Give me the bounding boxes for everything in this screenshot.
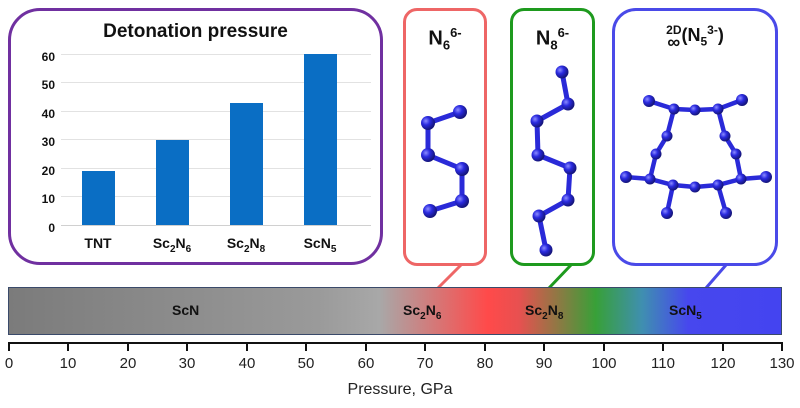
gridline: [61, 139, 371, 140]
category-scn5: ScN5: [303, 235, 337, 255]
phase-stability-bar: [8, 287, 782, 335]
n8-structure-panel: N86-: [510, 8, 595, 266]
y-tick-30: 30: [41, 135, 55, 149]
phase-label-scn: ScN: [172, 302, 200, 318]
bar-sc2n6: [156, 140, 189, 225]
x-axis-baseline: [61, 225, 371, 226]
axis-tick: [722, 343, 724, 351]
axis-tick: [365, 343, 367, 351]
n6-structure-panel: N66-: [403, 8, 487, 266]
axis-tick-label: 90: [535, 355, 553, 372]
n8-callout-tail: [547, 263, 573, 290]
n5-network-panel: 2D ∞ (N53-): [612, 8, 778, 266]
chart-title: Detonation pressure: [103, 21, 288, 42]
axis-tick-label: 130: [769, 355, 795, 372]
phase-label-sc2n8: Sc2N8: [525, 302, 564, 322]
y-tick-60: 60: [41, 50, 55, 64]
phase-label-sc2n6: Sc2N6: [403, 302, 442, 322]
axis-tick: [67, 343, 69, 351]
n5-atoms: [620, 94, 772, 219]
axis-tick: [305, 343, 307, 351]
y-tick-20: 20: [41, 164, 55, 178]
axis-tick-label: 80: [476, 355, 494, 372]
axis-tick: [8, 343, 10, 351]
axis-tick-label: 10: [59, 355, 77, 372]
axis-tick: [543, 343, 545, 351]
n5-label: 2D ∞ (N53-): [666, 23, 724, 53]
bar-scn5: [304, 54, 337, 225]
axis-tick: [603, 343, 605, 351]
bar-tnt: [82, 171, 115, 225]
n8-atoms: [530, 65, 577, 257]
axis-tick-label: 70: [416, 355, 434, 372]
category-sc2n6: Sc2N6: [152, 235, 192, 255]
pressure-axis-line: [8, 342, 783, 344]
axis-tick-label: 100: [591, 355, 617, 372]
axis-tick: [127, 343, 129, 351]
detonation-pressure-chart-panel: Detonation pressure 60 50 40 30 20 10 0 …: [8, 8, 383, 265]
gridline: [61, 111, 371, 112]
axis-tick-label: 20: [119, 355, 137, 372]
n6-atoms: [421, 105, 469, 218]
n5-network-icon: [625, 97, 767, 214]
n8-label: N86-: [535, 25, 570, 53]
n6-callout-tail: [436, 263, 463, 290]
n6-label: N66-: [428, 25, 462, 53]
axis-tick: [186, 343, 188, 351]
gridline: [61, 168, 371, 169]
axis-tick-label: 120: [710, 355, 736, 372]
axis-tick-label: 40: [238, 355, 256, 372]
axis-tick: [484, 343, 486, 351]
y-tick-0: 0: [48, 221, 55, 235]
y-tick-40: 40: [41, 107, 55, 121]
y-tick-50: 50: [41, 78, 55, 92]
category-sc2n8: Sc2N8: [226, 235, 266, 255]
gridline: [61, 82, 371, 83]
axis-tick: [246, 343, 248, 351]
bar-sc2n8: [230, 103, 263, 225]
pressure-axis-title: Pressure, GPa: [347, 381, 453, 398]
axis-tick-label: 30: [178, 355, 196, 372]
axis-tick-label: 50: [297, 355, 315, 372]
axis-tick: [662, 343, 664, 351]
axis-tick: [781, 343, 783, 351]
phase-label-scn5: ScN5: [669, 302, 702, 322]
y-tick-10: 10: [41, 192, 55, 206]
axis-tick: [424, 343, 426, 351]
axis-tick-label: 0: [4, 355, 14, 372]
axis-tick-label: 60: [357, 355, 375, 372]
axis-tick-label: 110: [651, 355, 675, 372]
n5-callout-tail: [704, 264, 728, 289]
gridline: [61, 54, 371, 55]
category-tnt: TNT: [84, 235, 112, 251]
gridline: [61, 196, 371, 197]
